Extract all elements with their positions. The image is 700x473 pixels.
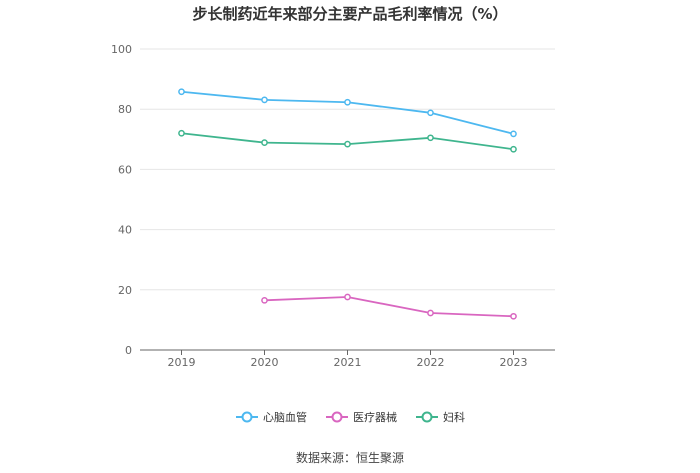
legend-item-series-0[interactable]: 心脑血管 — [235, 409, 307, 425]
legend-item-series-2[interactable]: 妇科 — [415, 409, 465, 425]
series-line-0 — [181, 90, 514, 135]
x-tick-label-2019: 2019 — [168, 356, 196, 369]
legend-swatch-2-icon — [416, 411, 438, 423]
legend-swatch-1-icon — [326, 411, 348, 423]
data-point-1-2021 — [344, 293, 351, 301]
source-note: 数据来源：恒生聚源 — [295, 451, 404, 465]
y-tick-label-20: 20 — [118, 284, 132, 297]
legend-swatch-0-icon — [236, 411, 258, 423]
data-point-2-2019 — [178, 129, 185, 137]
data-point-2-2023 — [510, 145, 517, 153]
y-tick-label-100: 100 — [111, 43, 132, 56]
data-point-2-2020 — [261, 139, 268, 146]
data-point-1-2020 — [261, 296, 268, 304]
x-tick-label-2020: 2020 — [251, 356, 279, 369]
legend: 心脑血管 医疗器械 妇科 — [0, 409, 700, 425]
y-tick-label-80: 80 — [118, 103, 132, 116]
legend-label-2: 妇科 — [443, 411, 465, 424]
chart-title: 步长制药近年来部分主要产品毛利率情况（%） — [192, 5, 508, 23]
data-point-0-2019 — [178, 88, 185, 96]
data-point-0-2022 — [427, 109, 434, 117]
y-tick-label-60: 60 — [118, 163, 132, 176]
data-point-1-2023 — [510, 312, 517, 320]
y-tick-label-40: 40 — [118, 224, 132, 237]
data-point-2-2022 — [427, 134, 434, 142]
x-tick-label-2023: 2023 — [500, 356, 528, 369]
x-tick-label-2022: 2022 — [417, 356, 445, 369]
data-point-0-2020 — [261, 96, 268, 104]
legend-item-series-1[interactable]: 医疗器械 — [325, 409, 397, 425]
data-point-2-2021 — [344, 140, 351, 148]
x-tick-label-2021: 2021 — [334, 356, 362, 369]
data-point-1-2022 — [427, 309, 434, 317]
y-tick-label-0: 0 — [125, 344, 132, 357]
legend-label-1: 医疗器械 — [353, 411, 397, 424]
data-point-0-2021 — [344, 98, 351, 106]
series-line-1 — [264, 296, 514, 318]
data-point-0-2023 — [510, 130, 517, 138]
legend-label-0: 心脑血管 — [263, 411, 307, 424]
